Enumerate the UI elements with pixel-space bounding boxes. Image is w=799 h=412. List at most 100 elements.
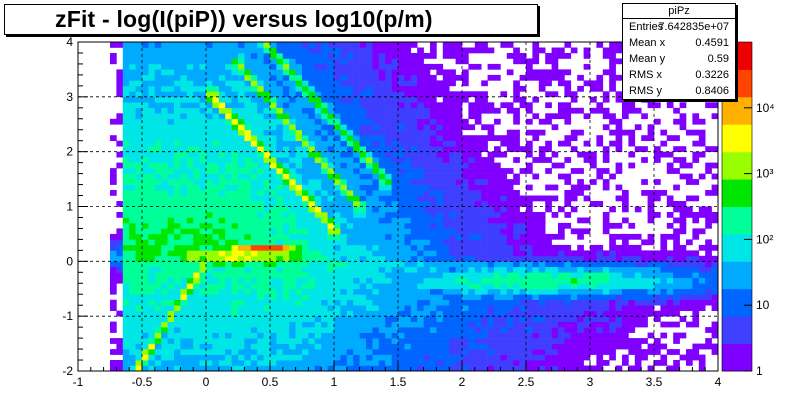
heatmap-cell: [218, 42, 226, 48]
heatmap-cell: [346, 222, 354, 229]
heatmap-cell: [679, 162, 687, 169]
heatmap-cell: [449, 53, 456, 59]
heatmap-cell: [289, 151, 296, 158]
heatmap-cell: [449, 151, 456, 158]
heatmap-cell: [545, 321, 552, 328]
heatmap-cell: [526, 343, 533, 350]
heatmap-cell: [218, 360, 226, 366]
heatmap-cell: [334, 91, 341, 98]
heatmap-cell: [359, 255, 367, 262]
heatmap-cell: [334, 179, 341, 185]
heatmap-cell: [353, 277, 360, 284]
heatmap-cell: [551, 272, 559, 279]
heatmap-cell: [538, 69, 546, 76]
heatmap-cell: [398, 179, 405, 185]
heatmap-cell: [474, 272, 482, 279]
heatmap-cell: [577, 190, 584, 196]
heatmap-cell: [193, 360, 200, 366]
heatmap-cell: [276, 239, 284, 246]
heatmap-cell: [327, 179, 335, 185]
heatmap-cell: [308, 327, 316, 333]
heatmap-cell: [410, 135, 418, 141]
heatmap-cell: [564, 91, 572, 98]
heatmap-cell: [430, 85, 437, 92]
heatmap-cell: [417, 244, 424, 251]
heatmap-cell: [263, 255, 271, 262]
heatmap-cell: [110, 190, 117, 196]
heatmap-cell: [526, 228, 533, 235]
heatmap-cell: [270, 360, 277, 366]
heatmap-cell: [238, 201, 245, 207]
heatmap-cell: [340, 228, 348, 235]
heatmap-cell: [462, 288, 469, 295]
heatmap-cell: [193, 365, 200, 372]
heatmap-cell: [641, 338, 648, 344]
heatmap-cell: [174, 305, 181, 311]
heatmap-cell: [436, 102, 444, 109]
heatmap-cell: [154, 255, 162, 262]
heatmap-cell: [660, 343, 668, 350]
heatmap-cell: [302, 321, 309, 328]
heatmap-cell: [372, 272, 380, 279]
heatmap-cell: [449, 261, 456, 268]
heatmap-cell: [270, 184, 277, 191]
heatmap-cell: [346, 58, 354, 65]
heatmap-cell: [558, 47, 565, 54]
heatmap-cell: [391, 206, 399, 213]
heatmap-cell: [161, 310, 168, 317]
heatmap-cell: [372, 118, 380, 125]
heatmap-cell: [705, 239, 712, 246]
heatmap-cell: [154, 321, 162, 328]
heatmap-cell: [590, 157, 597, 163]
heatmap-cell: [206, 107, 213, 114]
heatmap-cell: [583, 113, 591, 120]
heatmap-cell: [206, 338, 213, 344]
heatmap-cell: [295, 266, 303, 273]
heatmap-cell: [270, 277, 277, 284]
heatmap-cell: [398, 91, 405, 98]
heatmap-cell: [231, 80, 239, 87]
heatmap-cell: [372, 316, 380, 322]
heatmap-cell: [596, 140, 604, 147]
heatmap-cell: [570, 299, 578, 306]
heatmap-cell: [666, 288, 674, 295]
heatmap-cell: [583, 294, 591, 300]
heatmap-cell: [679, 266, 687, 273]
heatmap-cell: [500, 266, 508, 273]
heatmap-cell: [468, 91, 476, 98]
heatmap-cell: [378, 173, 386, 180]
heatmap-cell: [366, 157, 373, 163]
heatmap-cell: [212, 69, 220, 76]
heatmap-cell: [231, 310, 239, 317]
heatmap-cell: [257, 184, 264, 191]
heatmap-cell: [314, 255, 322, 262]
heatmap-cell: [455, 365, 463, 372]
heatmap-cell: [538, 222, 546, 229]
heatmap-cell: [494, 74, 501, 81]
heatmap-cell: [231, 53, 239, 59]
heatmap-cell: [462, 327, 469, 333]
heatmap-cell: [231, 228, 239, 235]
heatmap-cell: [449, 157, 456, 163]
heatmap-cell: [666, 266, 674, 273]
heatmap-cell: [334, 146, 341, 152]
heatmap-cell: [327, 129, 335, 136]
heatmap-cell: [506, 261, 514, 268]
heatmap-cell: [238, 228, 245, 235]
heatmap-cell: [513, 299, 520, 306]
heatmap-cell: [218, 113, 226, 120]
heatmap-cell: [417, 129, 424, 136]
heatmap-cell: [154, 58, 162, 65]
heatmap-cell: [609, 321, 616, 328]
heatmap-cell: [212, 261, 220, 268]
heatmap-cell: [423, 272, 431, 279]
heatmap-cell: [647, 310, 655, 317]
heatmap-cell: [487, 217, 495, 224]
heatmap-cell: [391, 212, 399, 218]
heatmap-cell: [218, 129, 226, 136]
heatmap-cell: [122, 305, 130, 311]
heatmap-cell: [206, 69, 213, 76]
heatmap-cell: [378, 162, 386, 169]
heatmap-cell: [359, 212, 367, 218]
heatmap-cell: [302, 222, 309, 229]
